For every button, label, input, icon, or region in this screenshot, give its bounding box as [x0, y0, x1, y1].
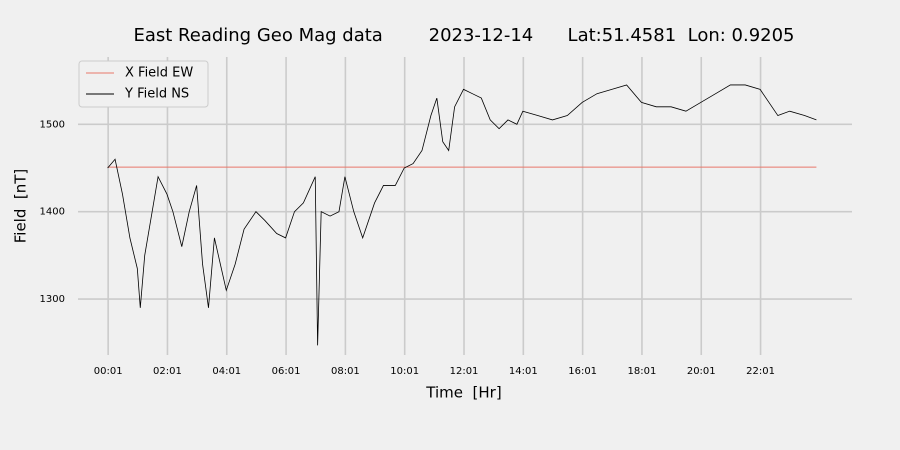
x-tick-label: 20:01	[687, 366, 716, 377]
chart-title: East Reading Geo Mag data 2023-12-14 Lat…	[133, 25, 794, 46]
data-line	[107, 84, 817, 346]
y-tick-label: 1400	[40, 207, 65, 218]
y-tick-label: 1500	[40, 119, 65, 130]
x-axis-label: Time [Hr]	[425, 384, 501, 402]
x-tick-label: 14:01	[509, 366, 538, 377]
y-tick-label: 1300	[40, 294, 65, 305]
x-tick-label: 06:01	[272, 366, 301, 377]
legend-label: X Field EW	[125, 66, 193, 81]
x-tick-label: 02:01	[153, 366, 182, 377]
x-tick-label: 12:01	[450, 366, 479, 377]
legend-label: Y Field NS	[124, 87, 189, 102]
y-axis-label: Field [nT]	[12, 169, 30, 244]
x-tick-label: 18:01	[628, 366, 657, 377]
x-tick-label: 10:01	[390, 366, 419, 377]
x-tick-label: 22:01	[746, 366, 775, 377]
x-tick-label: 16:01	[568, 366, 597, 377]
x-tick-label: 08:01	[331, 366, 360, 377]
x-tick-label: 04:01	[212, 366, 241, 377]
x-tick-label: 00:01	[94, 366, 123, 377]
